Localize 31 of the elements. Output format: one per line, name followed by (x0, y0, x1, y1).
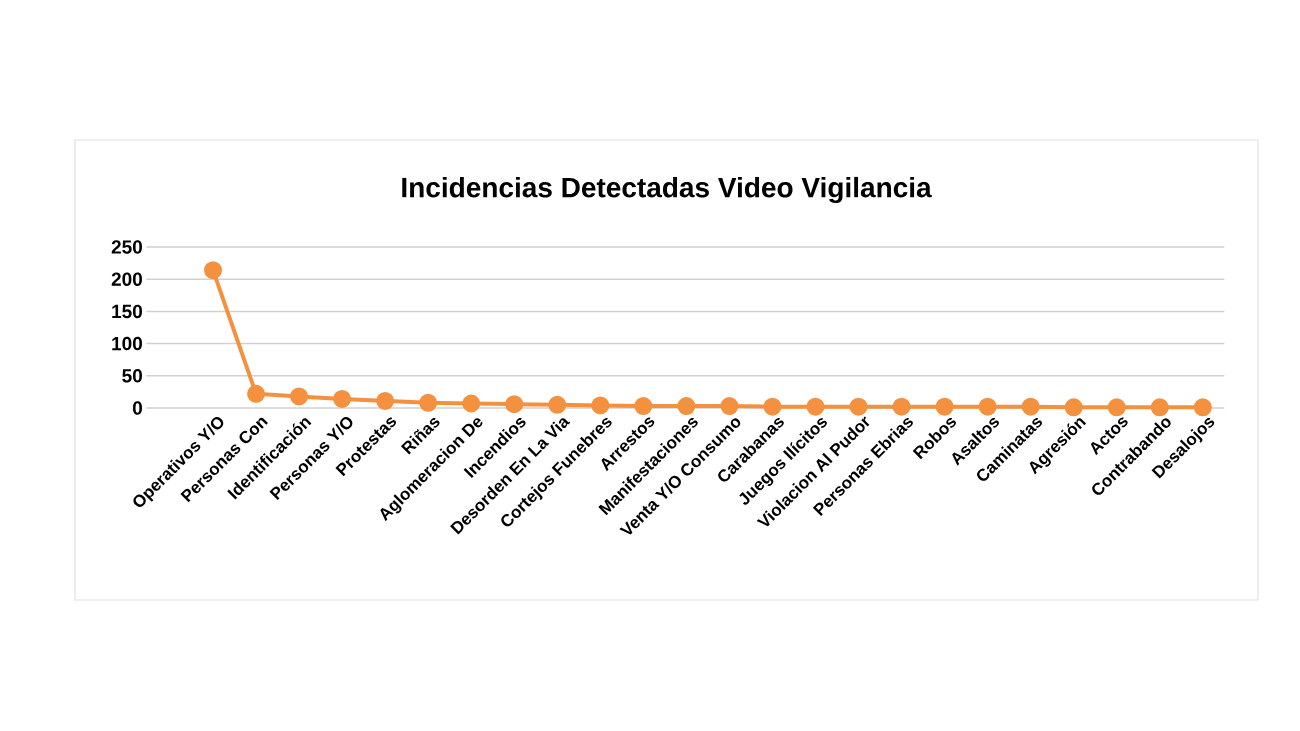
y-tick-label: 0 (132, 401, 142, 415)
point (247, 384, 266, 403)
point (591, 396, 610, 415)
point (1064, 398, 1083, 417)
point (1021, 397, 1040, 416)
point (849, 397, 868, 416)
point (333, 389, 352, 408)
point (505, 395, 524, 414)
point (462, 394, 481, 413)
point (376, 391, 395, 410)
point (892, 397, 911, 416)
point (548, 395, 567, 414)
point (763, 397, 782, 416)
point (419, 393, 438, 412)
y-tick-label: 250 (111, 240, 142, 254)
point (290, 387, 309, 406)
point (204, 261, 222, 280)
point (634, 397, 653, 416)
point (1193, 398, 1212, 417)
point (677, 397, 696, 416)
point (806, 397, 825, 416)
y-tick-label: 150 (112, 304, 142, 319)
y-tick-label: 200 (111, 272, 142, 286)
point (720, 397, 739, 416)
point (935, 397, 954, 416)
point (1150, 398, 1169, 417)
point (1107, 398, 1126, 417)
chart-title: Incidencias Detectadas Video Vigilancia (402, 176, 932, 204)
point (978, 397, 997, 416)
y-tick-label: 50 (122, 369, 142, 383)
y-tick-label: 100 (112, 336, 142, 351)
